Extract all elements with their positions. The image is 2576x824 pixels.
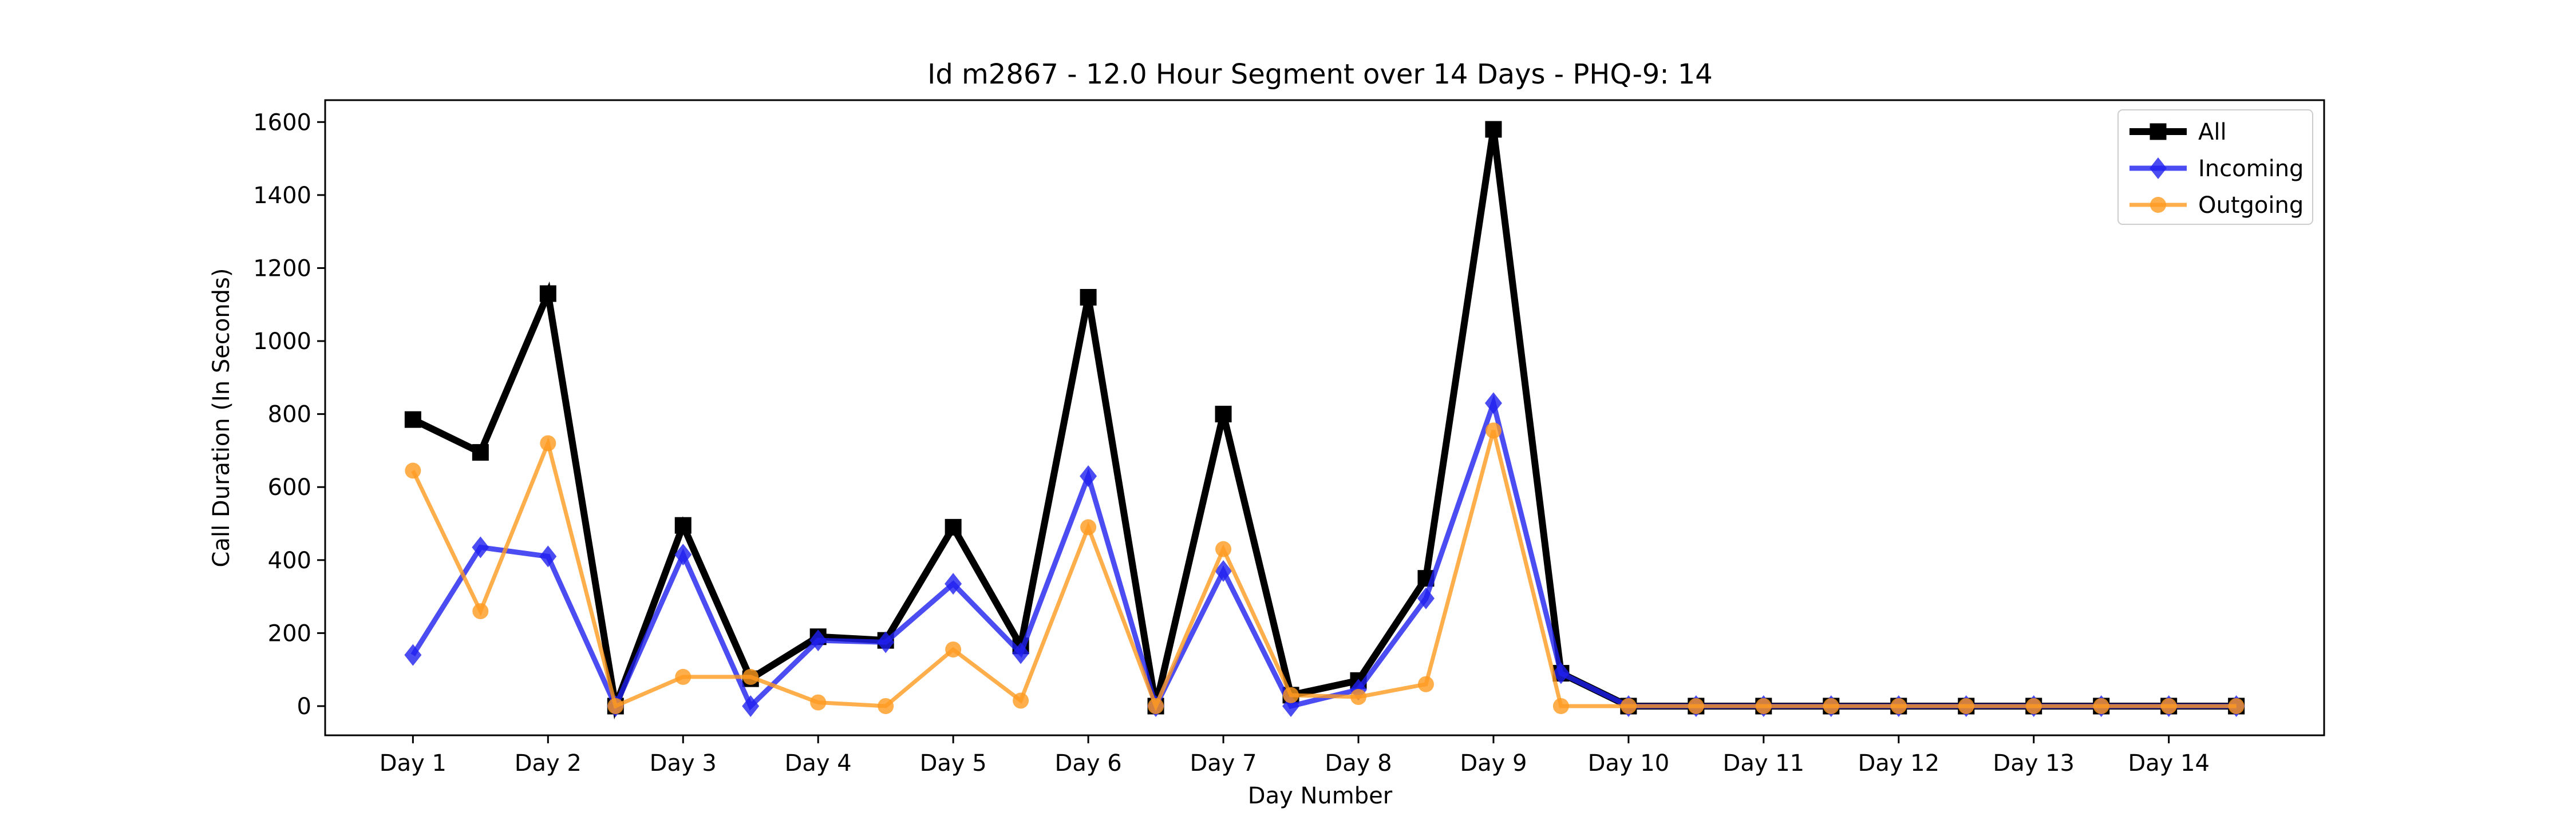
data-point-incoming (1417, 587, 1435, 609)
x-tick-label: Day 1 (380, 750, 447, 777)
y-tick-label: 0 (297, 694, 311, 720)
data-point-outgoing (1148, 698, 1164, 714)
data-point-all (1215, 406, 1232, 423)
data-point-outgoing (607, 698, 624, 714)
y-axis: 0 200 400 600 800 1000 1200 1400 1600 (253, 109, 325, 720)
data-point-incoming (1552, 662, 1570, 684)
series-line-all (411, 129, 2237, 720)
data-point-all (945, 518, 962, 536)
series-incoming (404, 392, 2245, 717)
data-point-outgoing (1485, 422, 1502, 439)
x-tick-label: Day 13 (1993, 750, 2075, 777)
legend-swatch-marker (2150, 157, 2167, 179)
series-all (404, 121, 2245, 720)
x-tick-label: Day 8 (1325, 750, 1392, 777)
data-point-incoming (1012, 642, 1030, 664)
data-point-outgoing (810, 694, 827, 711)
legend-item-incoming: Incoming (2129, 156, 2304, 182)
x-tick-label: Day 14 (2128, 750, 2210, 777)
y-tick-label: 1600 (253, 109, 311, 136)
data-point-incoming (742, 695, 760, 717)
legend-label-all: All (2198, 119, 2227, 145)
x-tick-label: Day 4 (785, 750, 852, 777)
x-tick-label: Day 11 (1723, 750, 1805, 777)
data-point-outgoing (675, 668, 692, 685)
data-point-incoming (1215, 560, 1232, 582)
chart-title: Id m2867 - 12.0 Hour Segment over 14 Day… (927, 58, 1713, 90)
data-point-outgoing (1958, 698, 1974, 714)
legend-item-outgoing: Outgoing (2129, 192, 2304, 219)
x-tick-label: Day 7 (1190, 750, 1257, 777)
x-tick-label: Day 5 (920, 750, 987, 777)
legend-box (2117, 109, 2313, 225)
legend-swatch-marker (2150, 123, 2167, 140)
data-point-all (1485, 121, 1502, 138)
data-point-outgoing (405, 462, 421, 479)
data-point-outgoing (1013, 692, 1029, 709)
y-tick-label: 1200 (253, 255, 311, 282)
data-point-outgoing (1417, 676, 1434, 692)
data-point-outgoing (540, 435, 556, 451)
data-point-all (1080, 288, 1097, 306)
data-point-outgoing (1755, 698, 1772, 714)
x-tick-label: Day 2 (515, 750, 582, 777)
data-point-all (539, 285, 556, 302)
data-point-outgoing (1552, 698, 1569, 714)
x-tick-label: Day 9 (1460, 750, 1527, 777)
data-point-incoming (674, 544, 692, 566)
x-tick-label: Day 6 (1055, 750, 1122, 777)
y-axis-label: Call Duration (In Seconds) (208, 268, 235, 568)
data-point-incoming (404, 644, 422, 666)
data-point-incoming (539, 545, 557, 568)
y-tick-label: 1000 (253, 328, 311, 355)
legend-label-incoming: Incoming (2198, 156, 2304, 182)
y-tick-label: 1400 (253, 183, 311, 209)
x-axis-label: Day Number (1248, 783, 1393, 809)
y-tick-label: 400 (268, 548, 311, 574)
y-tick-label: 800 (268, 402, 311, 428)
data-point-outgoing (1215, 541, 1232, 557)
data-point-outgoing (1620, 698, 1637, 714)
data-point-outgoing (2160, 698, 2177, 714)
data-point-incoming (809, 629, 827, 652)
x-axis: Day 1 Day 2 Day 3 Day 4 Day 5 Day 6 Day 7 Day 8… (380, 735, 2210, 777)
series-outgoing (405, 422, 2245, 714)
legend-swatch-marker (2150, 197, 2166, 213)
y-tick-label: 200 (268, 620, 311, 647)
data-point-outgoing (472, 603, 489, 620)
data-point-outgoing (1688, 698, 1704, 714)
data-point-incoming (1484, 392, 1502, 414)
data-point-outgoing (1823, 698, 1839, 714)
x-tick-label: Day 3 (650, 750, 717, 777)
series-line-outgoing (411, 430, 2237, 712)
data-point-all (472, 444, 489, 461)
x-tick-label: Day 12 (1858, 750, 1939, 777)
series-layer (404, 121, 2245, 720)
data-point-incoming (877, 631, 895, 653)
data-point-outgoing (742, 668, 759, 685)
legend-item-all: All (2129, 119, 2227, 145)
legend-label-outgoing: Outgoing (2198, 192, 2304, 219)
data-point-incoming (1080, 465, 1097, 488)
data-point-outgoing (1283, 687, 1299, 703)
data-point-outgoing (1080, 519, 1097, 536)
data-point-outgoing (1350, 689, 1366, 706)
data-point-all (674, 517, 692, 534)
y-tick-label: 600 (268, 474, 311, 501)
data-point-all (404, 411, 421, 428)
data-point-outgoing (2228, 698, 2245, 714)
data-point-incoming (472, 536, 489, 558)
data-point-outgoing (2025, 698, 2042, 714)
data-point-outgoing (1890, 698, 1907, 714)
plot-area-frame (324, 99, 2325, 736)
data-point-incoming (945, 573, 962, 595)
data-point-outgoing (2093, 698, 2109, 714)
data-point-outgoing (878, 698, 894, 714)
legend: All Incoming Outgoing (2117, 109, 2313, 225)
data-point-outgoing (945, 641, 962, 658)
x-tick-label: Day 10 (1588, 750, 1670, 777)
